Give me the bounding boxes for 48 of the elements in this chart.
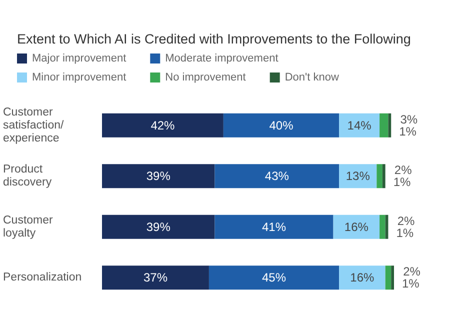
data-label: 1% xyxy=(393,175,411,190)
data-label: 42% xyxy=(150,118,176,132)
bar xyxy=(339,266,386,290)
data-label: 41% xyxy=(262,220,286,234)
data-label: 2% xyxy=(403,264,421,279)
legend-label: Minor improvement xyxy=(32,72,126,84)
bar xyxy=(380,214,386,239)
y-tick-label: Personalization xyxy=(3,272,82,284)
bar xyxy=(382,164,386,188)
bar xyxy=(391,266,394,290)
bar xyxy=(333,214,380,239)
bar xyxy=(376,164,382,188)
data-label: 1% xyxy=(396,226,414,240)
data-label: 2% xyxy=(394,163,412,178)
bar xyxy=(102,214,215,239)
data-label: 16% xyxy=(350,270,375,285)
bar xyxy=(385,266,392,290)
bar xyxy=(214,214,334,239)
bar xyxy=(208,266,340,290)
data-label: 45% xyxy=(262,270,286,285)
legend-label: Moderate improvement xyxy=(165,52,278,64)
data-label: 1% xyxy=(402,276,420,291)
data-label: 39% xyxy=(146,220,171,234)
bar xyxy=(102,266,209,290)
y-tick-label: Customer satisfaction/ experience xyxy=(3,106,67,144)
chart-title: Extent to Which AI is Credited with Improvements to the Following xyxy=(17,32,411,46)
bar xyxy=(102,113,224,138)
bar xyxy=(223,113,340,138)
bar xyxy=(102,164,215,188)
data-label: 14% xyxy=(347,118,372,132)
legend-label: Don't know xyxy=(284,72,339,84)
data-label: 2% xyxy=(397,214,415,228)
data-label: 39% xyxy=(146,169,171,184)
data-label: 3% xyxy=(400,112,418,126)
data-label: 13% xyxy=(346,169,370,184)
bar xyxy=(380,113,388,138)
legend-label: Major improvement xyxy=(32,52,126,64)
y-tick-label: Customer loyalty xyxy=(3,214,56,240)
data-label: 1% xyxy=(399,124,417,138)
data-label: 40% xyxy=(269,118,294,132)
bar xyxy=(388,113,392,138)
data-label: 37% xyxy=(143,270,168,285)
legend-label: No improvement xyxy=(165,72,246,84)
bar xyxy=(214,164,340,188)
data-label: 16% xyxy=(344,220,369,234)
y-tick-label: Product discovery xyxy=(3,164,52,189)
data-label: 43% xyxy=(264,169,290,184)
bar xyxy=(339,113,380,138)
